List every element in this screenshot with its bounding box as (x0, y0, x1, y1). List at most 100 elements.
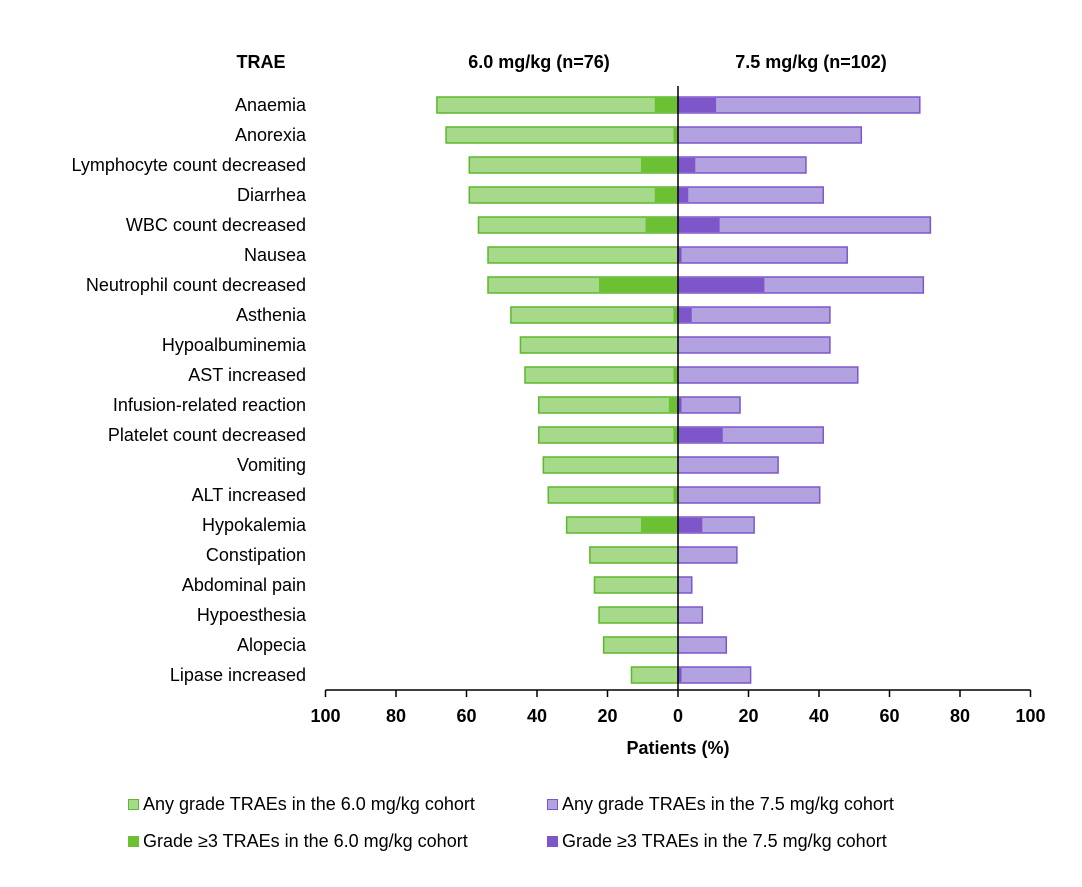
category-label-infusion-related-reaction: Infusion-related reaction (113, 395, 306, 415)
header-left-cohort: 6.0 mg/kg (n=76) (468, 52, 610, 72)
bar-grade3-7-5mg-infusion-related-reaction (678, 398, 682, 412)
category-label-platelet-count-decreased: Platelet count decreased (108, 425, 306, 445)
legend-swatch (128, 836, 139, 847)
category-label-hypokalemia: Hypokalemia (202, 515, 307, 535)
bar-any-grade-7-5mg-alt-increased (677, 486, 821, 504)
bar-any-grade-6mg-asthenia (510, 306, 679, 324)
bar-grade3-7-5mg-wbc-count-decreased (678, 218, 720, 232)
category-label-alt-increased: ALT increased (192, 485, 306, 505)
bar-grade3-6mg-alt-increased (673, 488, 678, 502)
bar-any-grade-7-5mg-abdominal-pain (677, 576, 693, 594)
legend-swatch (547, 799, 558, 810)
category-label-lipase-increased: Lipase increased (170, 665, 306, 685)
bar-any-grade-6mg-abdominal-pain (593, 576, 679, 594)
bar-grade3-7-5mg-hypokalemia (678, 518, 703, 532)
bar-any-grade-7-5mg-hypoalbuminemia (677, 336, 831, 354)
legend-label: Any grade TRAEs in the 6.0 mg/kg cohort (143, 794, 475, 814)
legend-item-2: Any grade TRAEs in the 7.5 mg/kg cohort (547, 794, 894, 815)
bar-grade3-6mg-ast-increased (673, 368, 678, 382)
bar-grade3-7-5mg-neutrophil-count-decreased (678, 278, 765, 292)
bar-any-grade-6mg-diarrhea (468, 186, 679, 204)
x-tick-label: 60 (456, 706, 476, 726)
bar-any-grade-6mg-constipation (589, 546, 679, 564)
legend-item-3: Grade ≥3 TRAEs in the 7.5 mg/kg cohort (547, 831, 887, 852)
bar-grade3-6mg-anaemia (654, 98, 678, 112)
bar-grade3-6mg-platelet-count-decreased (673, 428, 678, 442)
bar-any-grade-7-5mg-infusion-related-reaction (677, 396, 741, 414)
x-tick-label: 60 (879, 706, 899, 726)
x-tick-label: 20 (738, 706, 758, 726)
bar-any-grade-7-5mg-vomiting (677, 456, 779, 474)
category-label-lymphocyte-count-decreased: Lymphocyte count decreased (72, 155, 306, 175)
bar-grade3-6mg-diarrhea (654, 188, 678, 202)
bar-grade3-7-5mg-lymphocyte-count-decreased (678, 158, 696, 172)
x-tick-label: 100 (1015, 706, 1045, 726)
bar-any-grade-6mg-alt-increased (547, 486, 679, 504)
x-tick-label: 40 (809, 706, 829, 726)
legend-label: Grade ≥3 TRAEs in the 7.5 mg/kg cohort (562, 831, 887, 851)
category-label-hypoesthesia: Hypoesthesia (197, 605, 307, 625)
bar-grade3-6mg-asthenia (673, 308, 678, 322)
category-label-wbc-count-decreased: WBC count decreased (126, 215, 306, 235)
category-labels: Anaemia Anorexia Lymphocyte count decrease… (72, 95, 307, 685)
header-right-cohort: 7.5 mg/kg (n=102) (735, 52, 887, 72)
bar-grade3-6mg-infusion-related-reaction (668, 398, 678, 412)
x-tick-label: 40 (527, 706, 547, 726)
category-label-vomiting: Vomiting (237, 455, 306, 475)
bar-any-grade-7-5mg-lipase-increased (677, 666, 752, 684)
bar-grade3-7-5mg-nausea (678, 248, 682, 262)
bar-grade3-6mg-wbc-count-decreased (645, 218, 678, 232)
bar-any-grade-7-5mg-asthenia (677, 306, 831, 324)
bar-any-grade-7-5mg-diarrhea (677, 186, 824, 204)
bar-grade3-7-5mg-platelet-count-decreased (678, 428, 723, 442)
bar-any-grade-6mg-alopecia (602, 636, 679, 654)
bar-any-grade-6mg-vomiting (542, 456, 679, 474)
bar-any-grade-6mg-infusion-related-reaction (538, 396, 679, 414)
category-label-neutrophil-count-decreased: Neutrophil count decreased (86, 275, 306, 295)
bar-any-grade-6mg-hypoalbuminemia (519, 336, 679, 354)
legend-swatch (547, 836, 558, 847)
bar-grade3-6mg-lymphocyte-count-decreased (640, 158, 678, 172)
category-label-hypoalbuminemia: Hypoalbuminemia (162, 335, 307, 355)
legend-item-1: Grade ≥3 TRAEs in the 6.0 mg/kg cohort (128, 831, 468, 852)
category-label-nausea: Nausea (244, 245, 307, 265)
category-label-asthenia: Asthenia (236, 305, 307, 325)
bar-any-grade-6mg-hypoesthesia (598, 606, 679, 624)
bar-any-grade-7-5mg-anorexia (677, 126, 863, 144)
bar-any-grade-6mg-nausea (487, 246, 679, 264)
legend-label: Any grade TRAEs in the 7.5 mg/kg cohort (562, 794, 894, 814)
bar-grade3-7-5mg-anaemia (678, 98, 717, 112)
category-label-alopecia: Alopecia (237, 635, 307, 655)
x-axis-label: Patients (%) (626, 738, 729, 758)
category-label-anaemia: Anaemia (235, 95, 307, 115)
category-label-ast-increased: AST increased (188, 365, 306, 385)
bar-any-grade-6mg-anorexia (445, 126, 679, 144)
legend-label: Grade ≥3 TRAEs in the 6.0 mg/kg cohort (143, 831, 468, 851)
x-tick-label: 100 (310, 706, 340, 726)
bar-grade3-6mg-neutrophil-count-decreased (599, 278, 678, 292)
bar-grade3-6mg-anorexia (673, 128, 678, 142)
category-label-constipation: Constipation (206, 545, 306, 565)
bar-grade3-7-5mg-asthenia (678, 308, 692, 322)
bar-any-grade-7-5mg-ast-increased (677, 366, 859, 384)
category-label-anorexia: Anorexia (235, 125, 307, 145)
bar-any-grade-7-5mg-hypoesthesia (677, 606, 704, 624)
bar-any-grade-6mg-anaemia (436, 96, 679, 114)
bar-any-grade-6mg-ast-increased (524, 366, 679, 384)
x-axis: 100 80 60 40 20 0 20 40 60 80 100 (310, 86, 1046, 726)
bar-grade3-7-5mg-lipase-increased (678, 668, 682, 682)
bar-any-grade-7-5mg-nausea (677, 246, 848, 264)
legend-item-0: Any grade TRAEs in the 6.0 mg/kg cohort (128, 794, 475, 815)
bar-any-grade-7-5mg-lymphocyte-count-decreased (677, 156, 807, 174)
chart-headers: TRAE 6.0 mg/kg (n=76) 7.5 mg/kg (n=102) (237, 52, 887, 72)
bars-layer (436, 96, 932, 684)
category-label-abdominal-pain: Abdominal pain (182, 575, 306, 595)
category-label-diarrhea: Diarrhea (237, 185, 307, 205)
x-tick-label: 20 (597, 706, 617, 726)
bar-any-grade-6mg-platelet-count-decreased (538, 426, 679, 444)
bar-any-grade-7-5mg-alopecia (677, 636, 728, 654)
x-tick-label: 80 (950, 706, 970, 726)
header-category: TRAE (237, 52, 286, 72)
legend-swatch (128, 799, 139, 810)
